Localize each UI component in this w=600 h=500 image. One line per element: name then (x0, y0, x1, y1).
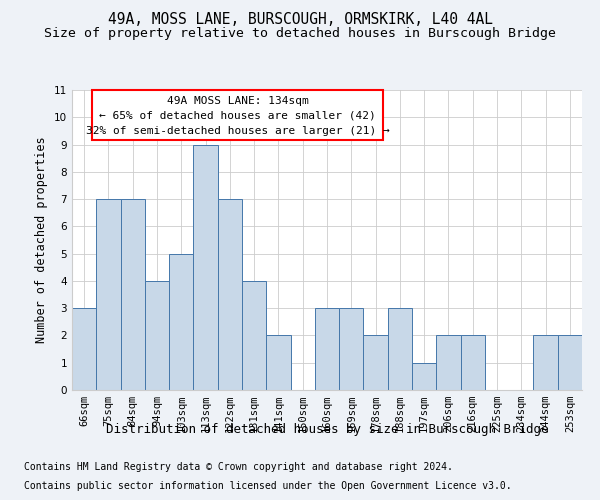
Bar (388, 308, 412, 390)
Text: 49A MOSS LANE: 134sqm: 49A MOSS LANE: 134sqm (167, 96, 308, 106)
Bar (121, 199, 145, 390)
Bar (558, 336, 582, 390)
Bar (533, 336, 558, 390)
Text: 49A, MOSS LANE, BURSCOUGH, ORMSKIRK, L40 4AL: 49A, MOSS LANE, BURSCOUGH, ORMSKIRK, L40… (107, 12, 493, 28)
Bar (96, 199, 121, 390)
Bar (169, 254, 193, 390)
Bar (242, 281, 266, 390)
Text: Contains public sector information licensed under the Open Government Licence v3: Contains public sector information licen… (24, 481, 512, 491)
Bar (315, 308, 339, 390)
Bar (461, 336, 485, 390)
Y-axis label: Number of detached properties: Number of detached properties (35, 136, 49, 344)
Bar (218, 199, 242, 390)
Text: Distribution of detached houses by size in Burscough Bridge: Distribution of detached houses by size … (106, 422, 548, 436)
Text: ← 65% of detached houses are smaller (42): ← 65% of detached houses are smaller (42… (100, 110, 376, 120)
Bar (436, 336, 461, 390)
Text: Size of property relative to detached houses in Burscough Bridge: Size of property relative to detached ho… (44, 28, 556, 40)
Bar (145, 281, 169, 390)
Text: Contains HM Land Registry data © Crown copyright and database right 2024.: Contains HM Land Registry data © Crown c… (24, 462, 453, 472)
Bar (339, 308, 364, 390)
Bar (412, 362, 436, 390)
Text: 32% of semi-detached houses are larger (21) →: 32% of semi-detached houses are larger (… (86, 126, 389, 136)
FancyBboxPatch shape (92, 90, 383, 140)
Bar (364, 336, 388, 390)
Bar (193, 144, 218, 390)
Bar (72, 308, 96, 390)
Bar (266, 336, 290, 390)
